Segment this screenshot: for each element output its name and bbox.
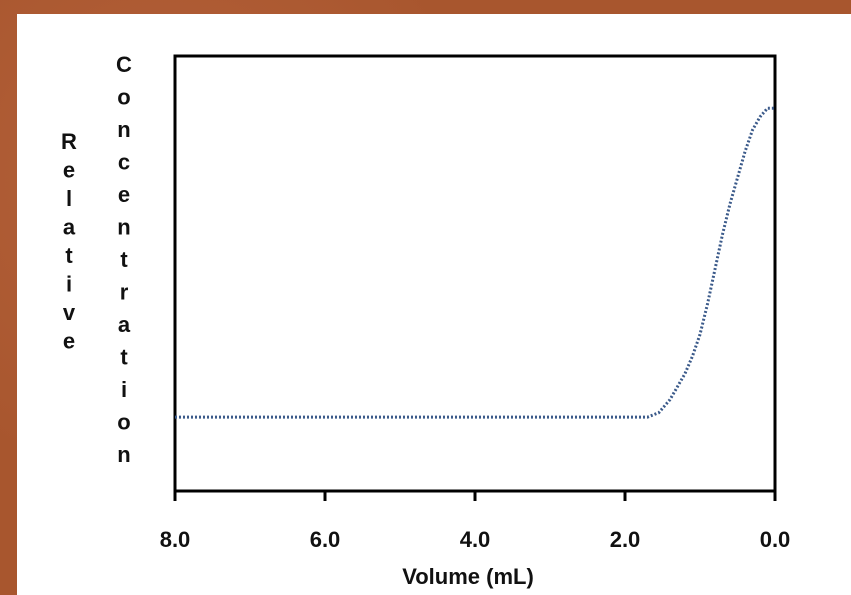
x-tick-label: 4.0 [460, 527, 491, 552]
y-title-letter: n [117, 117, 130, 142]
plot-frame [173, 54, 777, 493]
y-title-letter: C [116, 52, 132, 77]
y-title-letter: o [117, 85, 130, 110]
y-title-letter: v [63, 300, 76, 325]
y-title-letter: n [117, 442, 130, 467]
y-title-letter: l [66, 186, 72, 211]
y-title-letter: r [120, 280, 129, 305]
x-tick-label: 6.0 [310, 527, 341, 552]
x-axis-title: Volume (mL) [402, 564, 534, 589]
y-title-letter: t [65, 243, 73, 268]
y-title-letter: a [118, 312, 131, 337]
x-tick-label: 8.0 [160, 527, 191, 552]
y-title-letter: n [117, 215, 130, 240]
y-title-letter: t [120, 345, 128, 370]
y-title-letter: o [117, 410, 130, 435]
x-axis-ticks: 8.0 6.0 4.0 2.0 0.0 [160, 491, 791, 552]
y-title-letter: e [63, 158, 75, 183]
y-title-letter: i [121, 377, 127, 402]
y-title-letter: e [63, 329, 75, 354]
y-title-letter: i [66, 272, 72, 297]
y-title-letter: a [63, 215, 76, 240]
y-title-letter: t [120, 247, 128, 272]
series-line-0 [175, 106, 775, 419]
plot-area [173, 54, 777, 493]
x-tick-label: 0.0 [760, 527, 791, 552]
x-tick-label: 2.0 [610, 527, 641, 552]
y-title-letter: c [118, 150, 130, 175]
y-title-letter: R [61, 129, 77, 154]
y-title-letter: e [118, 182, 130, 207]
